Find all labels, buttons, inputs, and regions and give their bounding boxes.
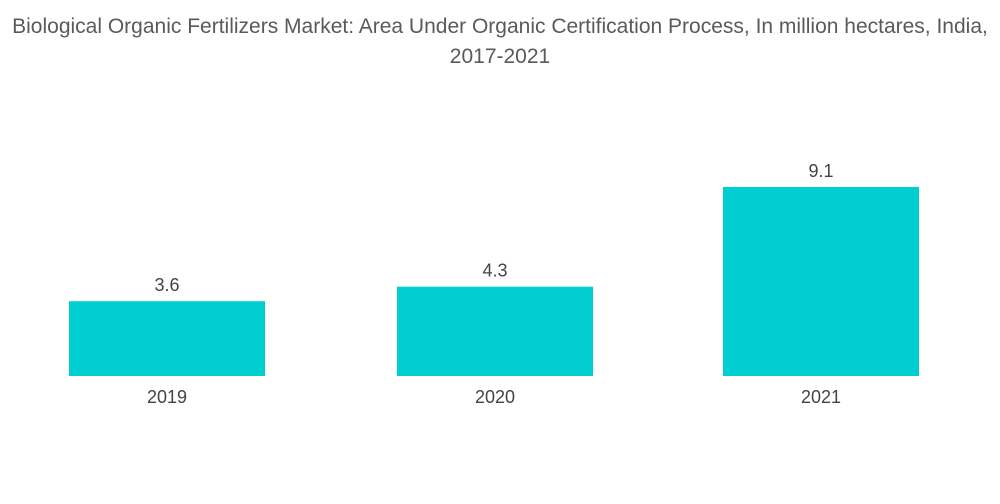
bar-2021 <box>723 186 919 376</box>
value-label-2020: 4.3 <box>482 261 507 281</box>
x-tick-label-2021: 2021 <box>801 387 841 407</box>
chart-title: Biological Organic Fertilizers Market: A… <box>12 15 988 68</box>
value-label-2021: 9.1 <box>808 161 833 181</box>
x-tick-label-2020: 2020 <box>475 387 515 407</box>
x-tick-label-2019: 2019 <box>147 387 187 407</box>
tick-labels-group: 2019 2020 2021 <box>147 387 841 407</box>
bar-2019 <box>69 301 265 376</box>
bars-group <box>69 186 919 376</box>
value-labels-group: 3.6 4.3 9.1 <box>154 161 833 295</box>
bar-2020 <box>397 286 593 376</box>
value-label-2019: 3.6 <box>154 275 179 295</box>
